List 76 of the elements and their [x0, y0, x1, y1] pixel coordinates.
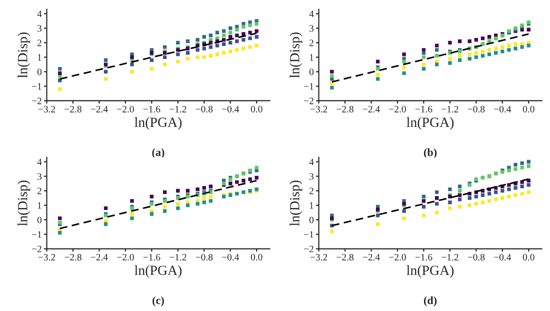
y-tick-label: −2 [32, 246, 42, 252]
x-tick-label: −0.8 [468, 254, 485, 261]
x-tick-label: −1.2 [442, 254, 458, 261]
x-tick-label: −3.2 [310, 254, 328, 261]
x-tick-label: −1.6 [415, 254, 432, 261]
y-tick-label: 1 [38, 54, 42, 61]
y-tick-label: 3 [310, 173, 314, 180]
y-tick-label: 1 [310, 54, 314, 61]
y-axis-title: ln(Disp) [290, 180, 302, 226]
y-tick-label: −1 [304, 83, 314, 90]
y-tick-label: 0 [37, 216, 42, 224]
y-tick-label: −1 [304, 231, 314, 238]
y-tick-label: 0 [309, 68, 314, 76]
y-tick-label: 4 [37, 10, 42, 18]
y-tick-label: 0 [309, 216, 314, 224]
x-tick-label: −1.6 [415, 106, 432, 112]
y-tick-label: −1 [32, 83, 42, 90]
x-tick-label: 0.0 [522, 106, 534, 112]
y-tick-label: 2 [309, 40, 314, 46]
x-tick-label: −0.8 [196, 106, 213, 112]
text: (d) [424, 296, 437, 306]
x-axis-title: ln(PGA) [134, 117, 182, 130]
y-axis-title: ln(Disp) [18, 32, 30, 78]
x-axis-title: ln(PGA) [406, 265, 454, 278]
y-tick-label: 3 [310, 25, 314, 32]
x-tick-label: −0.4 [494, 106, 512, 112]
x-tick-label: −0.4 [222, 106, 240, 112]
x-tick-label: −2.8 [64, 106, 82, 112]
y-tick-label: 1 [38, 202, 42, 209]
y-axis-title: ln(Disp) [18, 180, 30, 226]
text: (c) [152, 296, 164, 306]
annotation: (a) [152, 148, 164, 158]
x-tick-label: −2.4 [362, 254, 380, 261]
x-tick-label: −2.4 [362, 106, 380, 112]
x-tick-label: −2.8 [336, 106, 354, 112]
x-tick-label: −0.8 [468, 106, 485, 112]
y-tick-label: −2 [304, 246, 314, 252]
x-tick-label: −2.0 [117, 254, 134, 261]
y-axis-title: ln(Disp) [290, 32, 302, 78]
y-tick-label: 2 [37, 40, 42, 46]
x-tick-label: −1.6 [143, 254, 160, 261]
x-tick-label: −1.2 [170, 106, 186, 112]
x-tick-label: −0.4 [494, 254, 512, 261]
x-tick-label: −2.0 [389, 106, 406, 112]
y-tick-label: −2 [304, 98, 314, 104]
y-tick-label: 4 [309, 10, 314, 18]
y-tick-label: 0 [37, 68, 42, 76]
x-tick-label: 0.0 [250, 106, 262, 112]
x-tick-label: −2.4 [90, 106, 108, 112]
y-tick-label: 4 [309, 158, 314, 166]
x-tick-label: −2.4 [90, 254, 108, 261]
y-tick-label: 4 [37, 158, 42, 166]
x-tick-label: −2.8 [336, 254, 354, 261]
x-axis-title: ln(PGA) [406, 117, 454, 130]
y-tick-label: 3 [37, 25, 42, 32]
x-tick-label: −2.8 [64, 254, 82, 261]
x-tick-label: 0.0 [250, 254, 262, 261]
annotation: (b) [424, 148, 437, 158]
y-tick-label: 2 [309, 188, 314, 194]
x-tick-label: −1.2 [442, 106, 458, 112]
x-tick-label: −3.2 [38, 106, 56, 112]
y-tick-label: −1 [32, 231, 42, 238]
x-tick-label: −1.6 [143, 106, 160, 112]
y-tick-label: 2 [37, 188, 42, 194]
x-tick-label: −3.2 [310, 106, 328, 112]
x-tick-label: −3.2 [38, 254, 56, 261]
y-tick-label: −2 [32, 98, 42, 104]
x-tick-label: −0.4 [222, 254, 240, 261]
y-tick-label: 3 [37, 173, 42, 180]
x-tick-label: −0.8 [196, 254, 213, 261]
x-tick-label: −2.0 [389, 254, 406, 261]
x-tick-label: −2.0 [117, 106, 134, 112]
x-tick-label: 0.0 [522, 254, 534, 261]
x-axis-title: ln(PGA) [134, 265, 182, 278]
y-tick-label: 1 [310, 202, 314, 209]
x-tick-label: −1.2 [170, 254, 186, 261]
